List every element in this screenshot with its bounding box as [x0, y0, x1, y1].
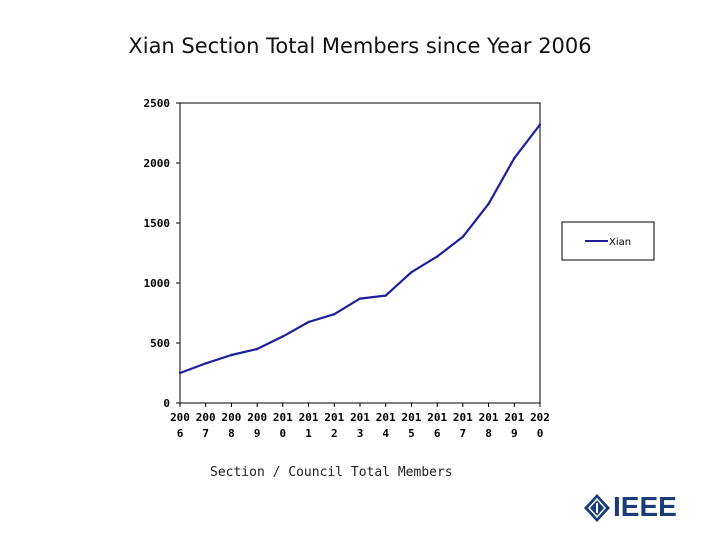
- x-tick-label-line2: 8: [228, 427, 235, 440]
- x-tick-label-line1: 201: [273, 411, 293, 424]
- ieee-logo: IEEE: [583, 491, 693, 523]
- data-point: [538, 123, 542, 126]
- x-axis: 200 6 200 7 200 8 200 9 201 0 201 1 201 2 201 3 201 4 201 5…: [170, 403, 550, 440]
- ieee-diamond-icon: [584, 494, 610, 522]
- data-point: [255, 347, 259, 351]
- x-tick-label-line1: 201: [453, 411, 473, 424]
- y-tick-label: 2500: [144, 97, 171, 110]
- y-tick-label: 1000: [144, 277, 171, 290]
- x-tick-label-line2: 7: [460, 427, 467, 440]
- y-tick-label: 2000: [144, 157, 171, 170]
- x-tick-label-line2: 6: [434, 427, 441, 440]
- x-tick-label-line1: 200: [196, 411, 216, 424]
- x-tick-label-line2: 5: [408, 427, 415, 440]
- data-point: [178, 371, 182, 375]
- x-tick-label-line2: 9: [511, 427, 518, 440]
- x-tick-label-line2: 9: [254, 427, 261, 440]
- y-tick-label: 1500: [144, 217, 171, 230]
- x-tick-label-line1: 201: [401, 411, 421, 424]
- x-tick-label-line1: 202: [530, 411, 550, 424]
- x-tick-label-line1: 200: [221, 411, 241, 424]
- x-tick-label-line1: 200: [170, 411, 190, 424]
- data-point: [487, 202, 490, 205]
- x-tick-label-line1: 201: [324, 411, 344, 424]
- x-tick-label-line1: 201: [504, 411, 524, 424]
- data-point: [204, 362, 207, 365]
- x-tick-label-line1: 200: [247, 411, 267, 424]
- data-point: [410, 271, 413, 274]
- legend-label: Xian: [609, 237, 631, 248]
- data-point: [358, 297, 362, 300]
- y-tick-label: 0: [163, 397, 170, 410]
- x-tick-label-line1: 201: [427, 411, 447, 424]
- x-tick-label-line2: 0: [280, 427, 287, 440]
- x-tick-label-line2: 8: [485, 427, 492, 440]
- y-tick-label: 500: [150, 337, 170, 350]
- x-tick-label-line1: 201: [299, 411, 319, 424]
- data-point: [384, 294, 387, 297]
- data-point: [513, 157, 516, 160]
- plot-area-border: [179, 102, 541, 404]
- y-axis: 0 500 1000 1500 2000 2500: [144, 97, 180, 410]
- x-tick-label-line2: 6: [177, 427, 184, 440]
- x-tick-label-line2: 3: [357, 427, 364, 440]
- x-tick-label-line2: 0: [537, 427, 544, 440]
- ieee-logo-text: IEEE: [613, 491, 677, 522]
- data-point: [333, 313, 336, 316]
- data-point: [230, 353, 233, 357]
- data-point: [307, 320, 310, 324]
- x-tick-label-line1: 201: [350, 411, 370, 424]
- x-tick-label-line1: 201: [376, 411, 396, 424]
- data-point: [461, 235, 465, 238]
- chart-caption: Section / Council Total Members: [210, 465, 453, 480]
- x-tick-label-line2: 4: [382, 427, 389, 440]
- data-point: [435, 255, 439, 258]
- series-group: [178, 123, 542, 375]
- x-tick-label-line2: 1: [305, 427, 312, 440]
- data-point: [281, 335, 285, 338]
- x-tick-label-line2: 7: [202, 427, 209, 440]
- plot-frame: [179, 102, 541, 404]
- x-tick-label-line1: 201: [479, 411, 499, 424]
- x-tick-label-line2: 2: [331, 427, 338, 440]
- legend: Xian: [561, 221, 655, 261]
- chart-title: Xian Section Total Members since Year 20…: [128, 34, 592, 58]
